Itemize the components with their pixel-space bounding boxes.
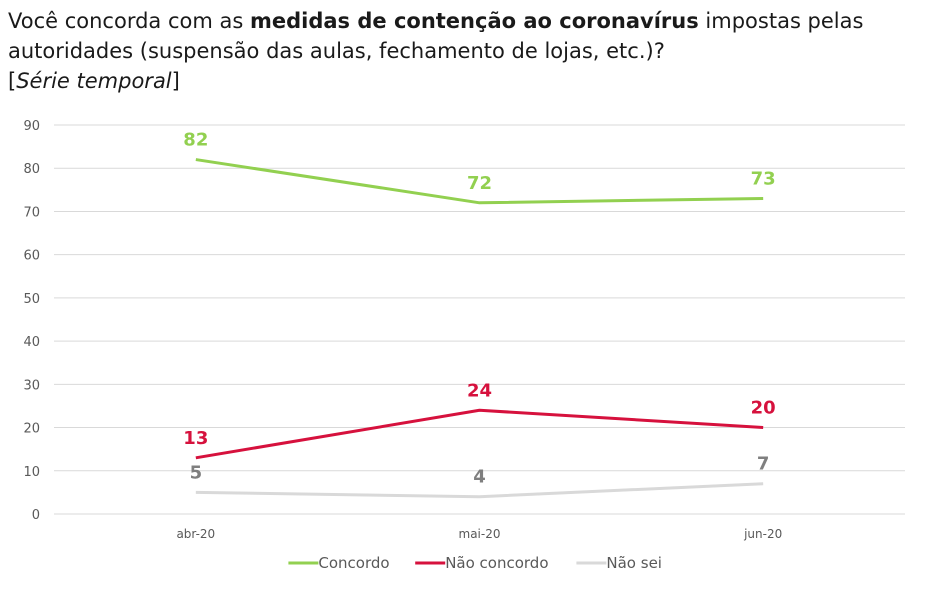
x-tick-label: mai-20 <box>459 527 501 541</box>
legend-item-nao-concordo: Não concordo <box>415 554 549 572</box>
y-tick-label: 0 <box>32 508 40 523</box>
subtitle: Série temporal <box>16 69 172 93</box>
legend-label: Não concordo <box>445 554 548 572</box>
chart-title: Você concorda com as medidas de contençã… <box>8 6 928 96</box>
data-label-nao-sei: 5 <box>190 462 203 483</box>
y-tick-label: 50 <box>23 292 40 307</box>
subtitle-bracket-close: ] <box>171 69 180 93</box>
data-label-nao-concordo: 20 <box>751 398 776 419</box>
y-tick-label: 20 <box>23 422 40 437</box>
x-axis: abr-20 mai-20 jun-20 <box>176 527 782 541</box>
data-labels: 82 72 73 13 24 20 5 4 7 <box>183 130 775 488</box>
series-line-nao-sei <box>195 482 764 499</box>
series-line-concordo <box>195 158 764 205</box>
legend-label: Concordo <box>318 554 389 572</box>
legend-label: Não sei <box>606 554 662 572</box>
subtitle-bracket-open: [ <box>8 69 17 93</box>
data-label-nao-concordo: 24 <box>467 380 492 401</box>
y-tick-label: 90 <box>23 119 40 134</box>
data-label-nao-concordo: 13 <box>183 428 208 449</box>
y-axis: 0 10 20 30 40 50 60 70 80 90 <box>23 119 40 523</box>
y-tick-label: 10 <box>23 465 40 480</box>
x-tick-label: abr-20 <box>176 527 215 541</box>
data-label-concordo: 73 <box>751 168 776 189</box>
series-line-nao-concordo <box>195 408 764 460</box>
y-tick-label: 60 <box>23 249 40 264</box>
series-lines <box>195 158 764 499</box>
title-bold-text: medidas de contenção ao coronavírus <box>249 9 699 33</box>
y-tick-label: 70 <box>23 205 40 220</box>
legend-item-nao-sei: Não sei <box>576 554 662 572</box>
y-tick-label: 30 <box>23 378 40 393</box>
gridlines <box>54 124 905 515</box>
x-tick-label: jun-20 <box>743 527 782 541</box>
data-label-concordo: 72 <box>467 173 492 194</box>
data-label-concordo: 82 <box>183 130 208 151</box>
title-text: Você concorda com as <box>8 9 250 33</box>
y-tick-label: 80 <box>23 162 40 177</box>
legend-item-concordo: Concordo <box>288 554 390 572</box>
y-tick-label: 40 <box>23 335 40 350</box>
title-text-end: impostas pelas autoridades (suspensão da… <box>8 9 864 63</box>
legend: Concordo Não concordo Não sei <box>288 554 662 572</box>
data-label-nao-sei: 4 <box>473 467 486 488</box>
data-label-nao-sei: 7 <box>757 454 770 475</box>
